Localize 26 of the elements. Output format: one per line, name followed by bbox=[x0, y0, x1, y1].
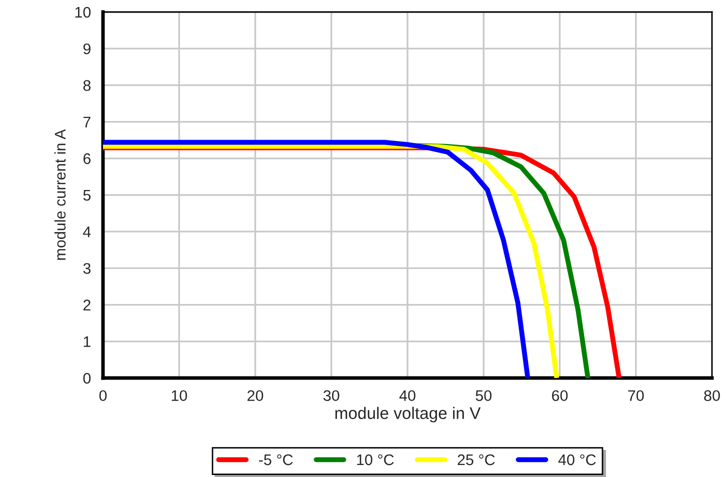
y-tick-label: 0 bbox=[83, 372, 91, 384]
x-tick-label: 60 bbox=[552, 390, 568, 402]
legend-label: -5 °C bbox=[259, 454, 293, 466]
y-tick-label: 5 bbox=[83, 190, 91, 201]
x-tick-label: 0 bbox=[99, 390, 107, 402]
y-tick-label: 9 bbox=[83, 43, 90, 54]
legend-label: 25 °C bbox=[458, 454, 495, 466]
x-axis-title: module voltage in V bbox=[335, 406, 481, 422]
y-axis-title: module current in A bbox=[54, 129, 66, 260]
y-tick-label: 3 bbox=[83, 263, 91, 274]
x-tick-label: 80 bbox=[704, 390, 720, 402]
y-tick-label: 2 bbox=[83, 300, 90, 310]
y-tick-label: 10 bbox=[75, 6, 91, 18]
x-tick-label: 20 bbox=[248, 390, 264, 402]
y-tick-label: 7 bbox=[83, 116, 90, 128]
x-tick-label: 30 bbox=[323, 390, 340, 402]
y-tick-label: 8 bbox=[83, 80, 91, 91]
y-tick-label: 6 bbox=[83, 153, 91, 164]
y-tick-label: 4 bbox=[83, 226, 91, 238]
x-tick-label: 50 bbox=[476, 390, 492, 402]
legend-label: 40 °C bbox=[558, 454, 596, 466]
x-tick-label: 40 bbox=[399, 390, 416, 402]
y-tick-label: 1 bbox=[84, 336, 90, 347]
x-tick-label: 70 bbox=[628, 390, 644, 402]
x-tick-label: 10 bbox=[172, 390, 188, 402]
legend-label: 10 °C bbox=[357, 454, 394, 466]
